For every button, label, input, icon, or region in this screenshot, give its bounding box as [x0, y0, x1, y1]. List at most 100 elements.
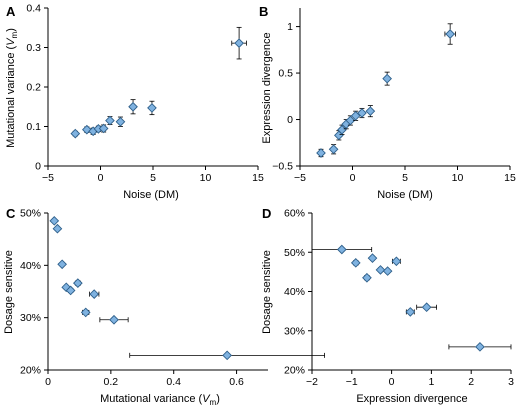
axes-c: 0 0.2 0.4 0.6 20% 30% 40% 50% [20, 208, 268, 388]
y-axis-label-c: Dosage sensitive [3, 250, 15, 334]
data-point-a [115, 116, 126, 127]
data-point-c [57, 259, 67, 270]
y-tick-label-a: 0.4 [26, 3, 41, 15]
y-tick-label-a: 0.2 [26, 82, 41, 94]
x-tick-label-b: 10 [452, 172, 464, 184]
panel-d: D Expression divergence Dosage sensitive… [261, 206, 514, 405]
data-point-a [105, 115, 115, 126]
data-point-b [365, 106, 376, 117]
data-point-d [391, 256, 402, 267]
x-tick-label-d: −1 [346, 376, 358, 388]
panel-c: C Mutational variance (Vm) Dosage sensit… [3, 206, 325, 407]
x-tick-label-b: 5 [402, 172, 408, 184]
data-point-c [109, 314, 119, 325]
y-tick-label-c: 50% [20, 208, 41, 220]
x-tick-label-b: 0 [350, 172, 356, 184]
x-tick-label-b: −5 [294, 172, 306, 184]
x-axis-label-c-end: ) [216, 393, 220, 405]
x-tick-label-d: −2 [306, 376, 318, 388]
data-point-c [89, 289, 100, 299]
data-point-c [52, 223, 63, 234]
data-point-c [49, 216, 60, 226]
x-axis-label-c-symbol: V [202, 393, 211, 405]
x-tick-label-c: 0.4 [166, 376, 181, 388]
x-axis-label-c-subscript: m [210, 398, 217, 407]
data-point-b [357, 108, 367, 118]
y-tick-label-b: 0.5 [278, 68, 293, 80]
y-tick-label-d: 30% [284, 325, 305, 337]
data-point-b [350, 110, 361, 121]
x-tick-label-d: 1 [428, 376, 434, 388]
x-tick-label-a: 0 [98, 172, 104, 184]
y-tick-label-b: 1 [287, 21, 293, 33]
data-point-d [350, 258, 361, 268]
x-tick-label-c: 0.6 [229, 376, 244, 388]
data-point-d [367, 253, 378, 263]
panel-b: B Noise (DM) Expression divergence −5 0 5 1… [259, 4, 516, 201]
y-tick-label-c: 30% [20, 312, 41, 324]
data-point-c [222, 350, 232, 361]
x-axis-label-c-main: Mutational variance ( [100, 393, 202, 405]
y-tick-label-c: 20% [20, 365, 41, 377]
data-point-d [405, 307, 416, 317]
data-point-d [382, 266, 393, 276]
x-tick-label-c: 0.2 [104, 376, 119, 388]
y-tick-label-b: 0 [287, 114, 293, 126]
data-point-a [147, 103, 157, 113]
y-tick-label-a: 0.3 [26, 42, 41, 54]
data-point-c [61, 282, 72, 293]
data-point-b [316, 148, 326, 158]
axes-b: −5 0 5 10 15 −0.5 0 0.5 1 [272, 8, 516, 184]
y-tick-label-c: 40% [20, 260, 41, 272]
points-c [49, 216, 325, 361]
data-point-a [98, 123, 109, 134]
points-d [311, 244, 512, 352]
x-axis-label-c: Mutational variance (Vm) [100, 393, 220, 407]
x-tick-label-a: 10 [200, 172, 212, 184]
y-axis-label-a-subscript: m [10, 31, 19, 38]
y-tick-label-d: 60% [284, 208, 305, 220]
data-point-a [234, 38, 244, 48]
panel-letter-a: A [6, 4, 16, 19]
data-point-d [475, 342, 485, 352]
x-tick-label-c: 0 [45, 376, 51, 388]
panel-letter-c: C [6, 206, 16, 221]
x-tick-label-d: 0 [389, 376, 395, 388]
x-tick-label-b: 15 [504, 172, 516, 184]
y-tick-label-d: 20% [284, 365, 305, 377]
points-b [316, 23, 456, 158]
x-tick-label-d: 3 [508, 376, 514, 388]
data-point-d [421, 302, 432, 313]
x-tick-label-a: 5 [150, 172, 156, 184]
y-tick-label-d: 50% [284, 247, 305, 259]
x-tick-label-a: −5 [42, 172, 54, 184]
y-axis-label-a-symbol: V [5, 37, 17, 46]
y-axis-label-a: Mutational variance (Vm) [5, 28, 19, 148]
data-point-b [382, 73, 392, 84]
x-axis-label-d: Expression divergence [356, 393, 467, 405]
data-point-a [70, 128, 81, 139]
panel-letter-b: B [259, 4, 268, 19]
x-tick-label-d: 2 [468, 376, 474, 388]
data-point-b [345, 115, 356, 126]
y-axis-label-d: Dosage sensitive [261, 250, 273, 334]
data-point-c [73, 278, 83, 288]
y-tick-label-a: 0 [35, 161, 41, 173]
data-point-c [80, 307, 91, 318]
axes-d: −2 −1 0 1 2 3 20% 30% 40% 50% 60% [284, 208, 514, 389]
data-point-d [375, 265, 386, 275]
data-point-a [128, 101, 138, 112]
data-point-b [337, 124, 347, 135]
data-point-c [65, 285, 76, 296]
y-axis-label-a-main: Mutational variance ( [5, 45, 17, 147]
y-axis-label-b: Expression divergence [261, 32, 273, 143]
y-tick-label-a: 0.1 [26, 121, 41, 133]
data-point-b [328, 144, 339, 155]
x-axis-label-b: Noise (DM) [377, 189, 433, 201]
x-tick-label-a: 15 [252, 172, 264, 184]
data-point-d [337, 244, 347, 255]
x-axis-label-a: Noise (DM) [123, 189, 179, 201]
panel-letter-d: D [262, 206, 271, 221]
y-tick-label-b: −0.5 [272, 161, 293, 173]
